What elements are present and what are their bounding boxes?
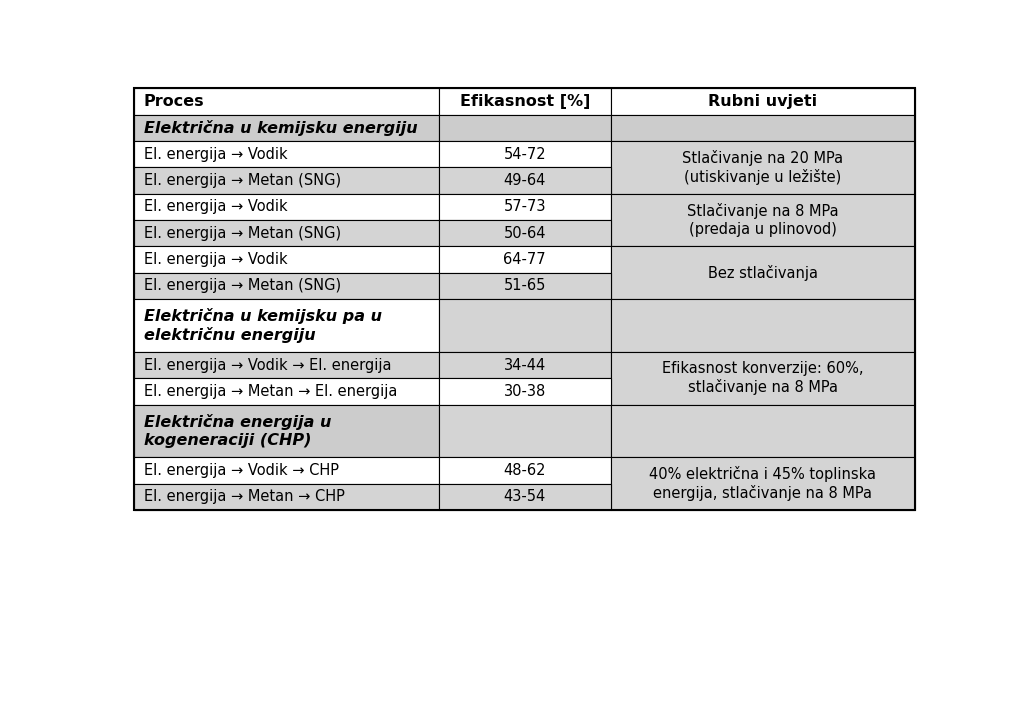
Bar [134, 352, 439, 378]
Bar [134, 88, 915, 510]
Bar [134, 378, 439, 404]
Bar [134, 168, 439, 194]
Bar [439, 88, 610, 115]
Text: Električna energija u
kogeneraciji (CHP): Električna energija u kogeneraciji (CHP) [143, 414, 331, 448]
Text: Bez stlačivanja: Bez stlačivanja [708, 265, 818, 281]
Bar [610, 352, 915, 404]
Bar [610, 194, 915, 247]
Bar [134, 483, 439, 510]
Text: El. energija → Vodik: El. energija → Vodik [143, 200, 288, 215]
Text: El. energija → Metan (SNG): El. energija → Metan (SNG) [143, 279, 341, 294]
Bar [439, 220, 610, 247]
Bar [134, 194, 439, 220]
Text: Rubni uvjeti: Rubni uvjeti [709, 94, 817, 109]
Bar [439, 352, 610, 378]
Bar [439, 194, 610, 220]
Bar [134, 88, 439, 115]
Text: 40% električna i 45% toplinska
energija, stlačivanje na 8 MPa: 40% električna i 45% toplinska energija,… [649, 466, 877, 501]
Bar [134, 457, 439, 483]
Bar [439, 273, 610, 299]
Bar [439, 404, 610, 457]
Text: Efikasnost [%]: Efikasnost [%] [460, 94, 590, 109]
Text: El. energija → Vodik → CHP: El. energija → Vodik → CHP [143, 463, 339, 478]
Text: 34-44: 34-44 [504, 357, 546, 372]
Bar [439, 378, 610, 404]
Bar [439, 483, 610, 510]
Text: El. energija → Metan (SNG): El. energija → Metan (SNG) [143, 226, 341, 241]
Text: Električna u kemijsku pa u
električnu energiju: Električna u kemijsku pa u električnu en… [143, 308, 382, 343]
Bar [134, 273, 439, 299]
Bar [610, 457, 915, 510]
Bar [610, 299, 915, 352]
Bar [610, 115, 915, 141]
Bar [439, 457, 610, 483]
Text: 50-64: 50-64 [504, 226, 546, 241]
Bar [610, 141, 915, 194]
Bar [439, 299, 610, 352]
Text: El. energija → Metan (SNG): El. energija → Metan (SNG) [143, 173, 341, 188]
Text: El. energija → Metan → CHP: El. energija → Metan → CHP [143, 489, 345, 504]
Text: Stlačivanje na 8 MPa
(predaja u plinovod): Stlačivanje na 8 MPa (predaja u plinovod… [687, 203, 839, 237]
Bar [439, 141, 610, 168]
Text: El. energija → Metan → El. energija: El. energija → Metan → El. energija [143, 384, 397, 399]
Text: 64-77: 64-77 [504, 252, 546, 267]
Text: Električna u kemijsku energiju: Električna u kemijsku energiju [143, 120, 418, 136]
Bar [610, 247, 915, 299]
Text: 30-38: 30-38 [504, 384, 546, 399]
Text: 54-72: 54-72 [504, 147, 546, 162]
Bar [134, 299, 439, 352]
Text: 51-65: 51-65 [504, 279, 546, 294]
Bar [134, 220, 439, 247]
Text: El. energija → Vodik: El. energija → Vodik [143, 147, 288, 162]
Bar [439, 115, 610, 141]
Text: 49-64: 49-64 [504, 173, 546, 188]
Bar [134, 247, 439, 273]
Bar [439, 168, 610, 194]
Text: El. energija → Vodik → El. energija: El. energija → Vodik → El. energija [143, 357, 391, 372]
Text: 57-73: 57-73 [504, 200, 546, 215]
Text: 48-62: 48-62 [504, 463, 546, 478]
Text: El. energija → Vodik: El. energija → Vodik [143, 252, 288, 267]
Text: Proces: Proces [143, 94, 205, 109]
Bar [610, 404, 915, 457]
Text: 43-54: 43-54 [504, 489, 546, 504]
Bar [610, 88, 915, 115]
Bar [134, 141, 439, 168]
Text: Efikasnost konverzije: 60%,
stlačivanje na 8 MPa: Efikasnost konverzije: 60%, stlačivanje … [663, 361, 863, 395]
Bar [439, 247, 610, 273]
Bar [134, 404, 439, 457]
Text: Stlačivanje na 20 MPa
(utiskivanje u ležište): Stlačivanje na 20 MPa (utiskivanje u lež… [682, 150, 844, 185]
Bar [134, 115, 439, 141]
